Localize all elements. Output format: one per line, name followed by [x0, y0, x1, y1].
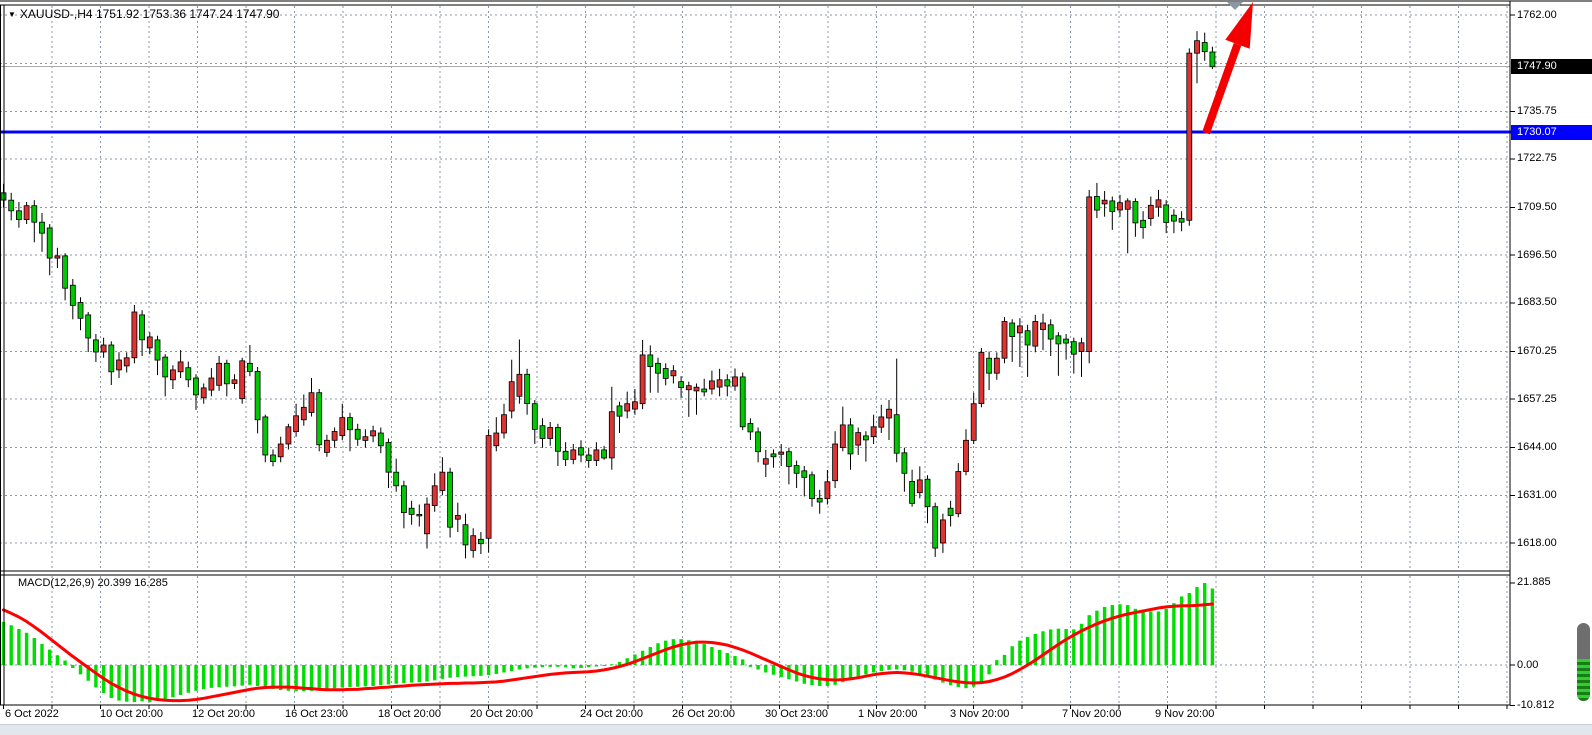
- scrollbar-thumb[interactable]: [1577, 623, 1590, 701]
- ohlc-values-label: 1751.92 1753.36 1747.24 1747.90: [95, 7, 280, 21]
- scrollbar-grip-texture: [1577, 659, 1590, 701]
- trend-arrow[interactable]: [1202, 2, 1253, 135]
- time-axis-label: 1 Nov 20:00: [858, 708, 918, 720]
- candles: [0, 31, 1216, 559]
- time-axis-label: 12 Oct 20:00: [192, 708, 255, 720]
- chart-shift-marker-icon[interactable]: [1227, 2, 1243, 10]
- macd-axis-label: 0.00: [1517, 658, 1539, 671]
- level-price-tag: 1730.07: [1511, 125, 1592, 140]
- time-axis-label: 6 Oct 2022: [5, 708, 59, 720]
- macd-axis-label: -10.812: [1517, 699, 1555, 711]
- macd-histogram: [1, 582, 1215, 703]
- time-axis-label: 26 Oct 20:00: [672, 708, 735, 720]
- macd-axis-label: 21.885: [1517, 576, 1551, 589]
- window-bottom-strip: [0, 724, 1592, 735]
- price-axis-label: 1696.50: [1517, 248, 1557, 261]
- time-axis-label: 3 Nov 20:00: [950, 708, 1010, 720]
- price-axis-label: 1618.00: [1517, 536, 1557, 549]
- time-axis-label: 30 Oct 23:00: [765, 708, 828, 720]
- chart-legend: ▼ XAUUSD-,H4 1751.92 1753.36 1747.24 1747…: [8, 7, 279, 21]
- time-axis-label: 20 Oct 20:00: [470, 708, 533, 720]
- time-axis-label: 18 Oct 20:00: [378, 708, 441, 720]
- price-axis-label: 1735.75: [1517, 104, 1557, 117]
- time-axis-label: 7 Nov 20:00: [1062, 708, 1122, 720]
- price-axis-label: 1657.25: [1517, 392, 1557, 405]
- time-axis-label: 16 Oct 23:00: [285, 708, 348, 720]
- symbol-dropdown-icon[interactable]: ▼: [8, 10, 16, 19]
- time-axis-label: 10 Oct 20:00: [100, 708, 163, 720]
- macd-signal-line: [2, 602, 1214, 703]
- price-axis-label: 1631.00: [1517, 488, 1557, 501]
- price-axis-label: 1709.50: [1517, 201, 1557, 213]
- price-axis-label: 1722.75: [1517, 152, 1557, 165]
- price-axis-label: 1670.25: [1517, 344, 1557, 357]
- symbol-timeframe-label: XAUUSD-,H4: [19, 7, 93, 21]
- price-axis-label: 1762.00: [1517, 8, 1557, 21]
- time-axis-label: 9 Nov 20:00: [1155, 708, 1215, 720]
- current-price-tag: 1747.90: [1511, 59, 1592, 74]
- price-axis-label: 1644.00: [1517, 441, 1557, 454]
- time-axis-label: 24 Oct 20:00: [580, 708, 643, 720]
- price-axis-label: 1683.50: [1517, 296, 1557, 309]
- macd-indicator-label: MACD(12,26,9) 20.399 16.285: [18, 577, 168, 589]
